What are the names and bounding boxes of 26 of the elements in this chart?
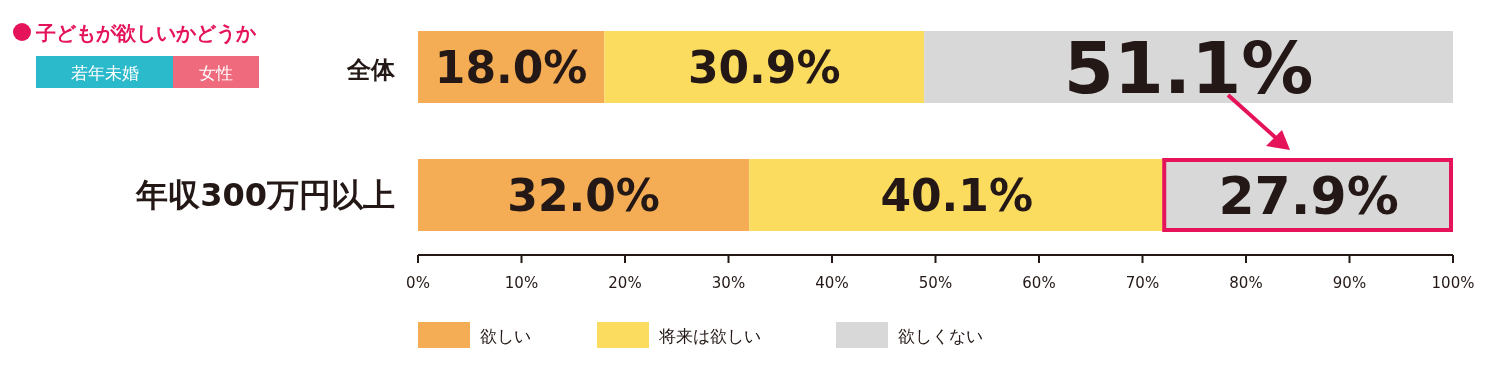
data-label: 51.1% (1063, 25, 1314, 110)
legend-label: 将来は欲しい (658, 326, 761, 346)
badge: 女性 (173, 56, 259, 88)
legend-label: 欲しくない (898, 326, 983, 346)
x-tick-label: 80% (1229, 274, 1263, 292)
x-tick-label: 20% (608, 274, 642, 292)
x-tick-label: 0% (406, 274, 430, 292)
data-label: 18.0% (434, 41, 588, 93)
data-label: 32.0% (507, 169, 660, 221)
x-tick-label: 50% (918, 274, 953, 292)
x-tick-label: 90% (1332, 274, 1367, 292)
data-label: 30.9% (687, 41, 841, 93)
x-tick-label: 10% (504, 274, 539, 292)
bar (418, 159, 750, 231)
data-label: 27.9% (1218, 165, 1399, 226)
x-tick-label: 30% (711, 274, 746, 292)
y-tick-label: 全体 (346, 56, 396, 84)
x-tick-label: 40% (815, 274, 849, 292)
data-label: 40.1% (880, 169, 1034, 221)
text: 子どもが欲しいかどうか (35, 21, 257, 45)
x-tick-label: 60% (1022, 274, 1056, 292)
legend-label: 欲しい (480, 326, 531, 346)
badge: 若年未婚 (36, 56, 173, 88)
x-tick-label: 70% (1125, 274, 1160, 292)
y-tick-label: 年収300万円以上 (135, 176, 395, 214)
x-tick-label: 100% (1431, 274, 1475, 292)
